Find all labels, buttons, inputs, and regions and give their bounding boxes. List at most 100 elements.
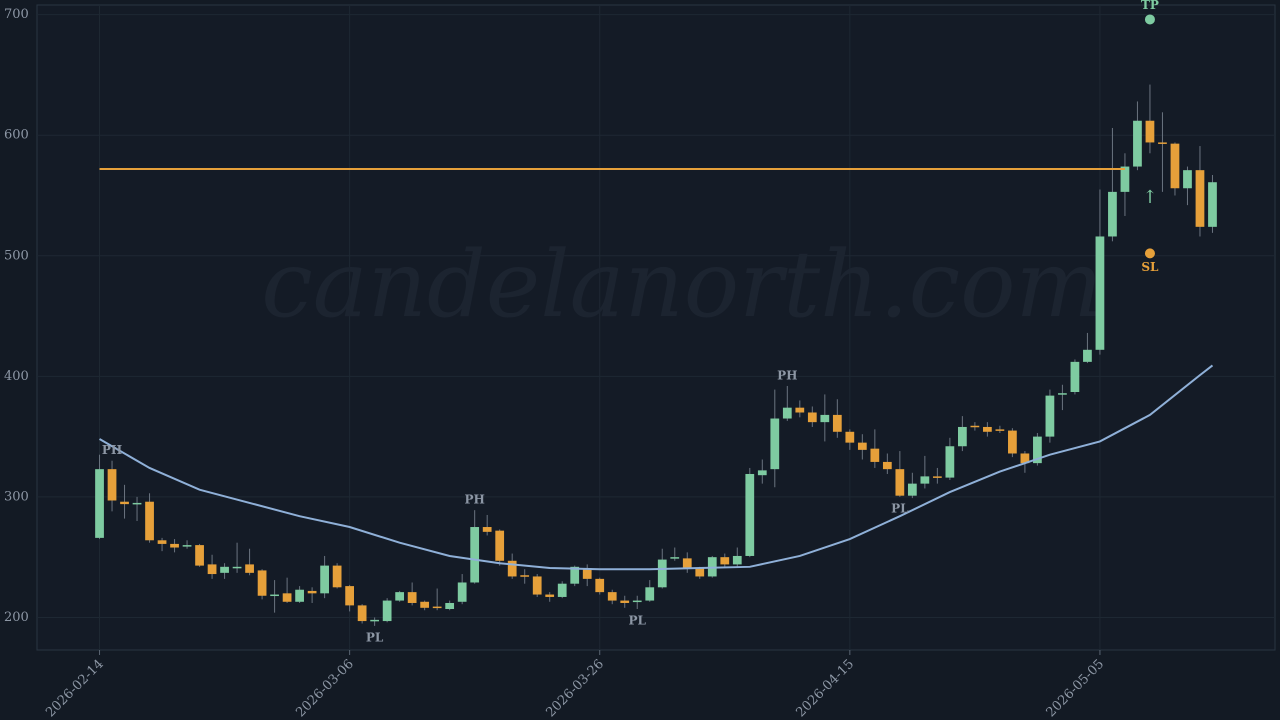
- candle-body: [220, 566, 229, 573]
- candle-body: [257, 570, 267, 596]
- candle-body: [545, 594, 555, 597]
- candle-body: [132, 502, 142, 505]
- pivot-label: PL: [891, 501, 909, 515]
- candle-body: [1020, 453, 1030, 464]
- candle-body: [345, 586, 355, 606]
- candle-body: [1170, 143, 1180, 189]
- candle-body: [207, 564, 217, 575]
- candle-body: [195, 545, 204, 566]
- candle-body: [770, 418, 780, 470]
- y-tick-label: 300: [4, 489, 29, 504]
- candle-body: [295, 589, 304, 602]
- candle-body: [983, 426, 992, 432]
- candle-body: [357, 605, 367, 622]
- candle-body: [607, 592, 617, 601]
- y-tick-label: 400: [4, 369, 29, 384]
- candle-body: [432, 606, 442, 609]
- candle-body: [245, 564, 254, 573]
- candle-body: [932, 476, 942, 478]
- candle-body: [182, 545, 192, 547]
- candle-body: [582, 568, 592, 579]
- candle-body: [645, 587, 655, 601]
- candle-body: [1183, 170, 1192, 189]
- candle-body: [857, 442, 867, 450]
- moving-average: [99, 364, 1214, 571]
- candle-body: [557, 583, 567, 597]
- candle-body: [620, 600, 630, 603]
- candle-body: [782, 407, 792, 419]
- candle-body: [720, 557, 730, 565]
- candle-body: [382, 600, 392, 622]
- candle-body: [307, 590, 317, 594]
- candle-body: [520, 575, 530, 577]
- pivot-label: PH: [777, 368, 797, 382]
- candle-body: [1145, 120, 1155, 143]
- candle-body: [170, 543, 179, 548]
- candle-body: [320, 565, 329, 594]
- target-label: TP: [1141, 0, 1159, 12]
- candle-body: [95, 469, 104, 538]
- candle-body: [395, 592, 405, 601]
- candle-body: [232, 566, 242, 569]
- candle-body: [632, 600, 642, 603]
- candle-body: [870, 448, 880, 462]
- candle-body: [1120, 166, 1130, 192]
- candle-body: [1208, 182, 1217, 227]
- candle-body: [732, 555, 742, 565]
- candle-body: [282, 593, 292, 602]
- y-tick-label: 600: [4, 128, 29, 143]
- target-label: SL: [1141, 260, 1159, 274]
- candle-body: [670, 557, 680, 559]
- candle-body: [920, 476, 930, 484]
- candle-body: [757, 470, 767, 476]
- candle-body: [1195, 170, 1205, 227]
- pivot-label: PL: [366, 630, 384, 644]
- candle-body: [532, 576, 542, 595]
- candle-body: [1108, 191, 1117, 237]
- candle-body: [1158, 142, 1167, 144]
- candle-body: [145, 501, 154, 541]
- candle-body: [882, 461, 892, 470]
- candle-body: [957, 426, 967, 447]
- candle-body: [895, 469, 905, 496]
- pivot-label: PH: [464, 493, 484, 507]
- candle-body: [907, 483, 917, 496]
- candle-body: [445, 602, 455, 610]
- candle-body: [795, 407, 805, 413]
- pivot-label: PH: [102, 443, 122, 457]
- candle-body: [470, 527, 480, 583]
- candle-body: [657, 559, 667, 588]
- candle-body: [270, 594, 279, 597]
- candle-body: [157, 540, 167, 544]
- y-tick-label: 700: [4, 7, 29, 22]
- candle-body: [832, 414, 842, 432]
- candle-body: [682, 558, 692, 569]
- candle-body: [745, 473, 755, 556]
- candle-body: [807, 412, 817, 423]
- candle-body: [570, 566, 580, 584]
- candle-body: [1083, 349, 1092, 362]
- y-tick-label: 200: [4, 610, 29, 625]
- candle-body: [1045, 395, 1055, 437]
- candle-body: [595, 578, 605, 593]
- candle-body: [407, 592, 417, 603]
- candle-body: [332, 565, 342, 588]
- candle-body: [507, 560, 517, 577]
- candle-body: [1133, 120, 1142, 167]
- candle-body: [695, 568, 705, 577]
- candle-body: [945, 446, 955, 478]
- target-dot: [1144, 248, 1155, 259]
- candle-body: [457, 582, 467, 602]
- watermark: candelanorth.com: [261, 231, 1102, 338]
- candle-body: [120, 501, 129, 505]
- candle-body: [1033, 436, 1042, 464]
- target-dot: [1144, 14, 1155, 25]
- plot-frame: [36, 4, 1276, 651]
- candle-body: [420, 601, 430, 608]
- candle-body: [1008, 430, 1017, 454]
- candle-body: [995, 429, 1005, 431]
- pivot-label: PL: [629, 614, 647, 628]
- candle-body: [370, 619, 380, 622]
